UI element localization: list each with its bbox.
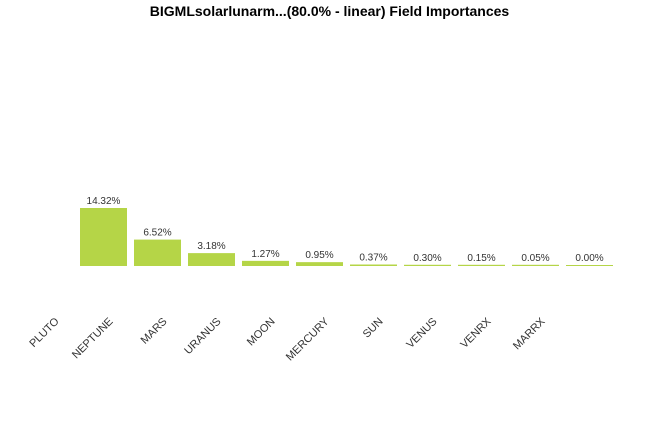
bar-marrx <box>566 265 613 266</box>
value-label-neptune: 6.52% <box>143 228 171 239</box>
category-labels-layer: PLUTO NEPTUNE MARS URANUS MOON MERCURY SUN VENU… <box>27 315 548 363</box>
bar-neptune <box>134 239 181 266</box>
bar-uranus <box>242 260 289 266</box>
bar-venrx <box>512 264 559 266</box>
bar-pluto <box>80 208 127 266</box>
bar-moon <box>296 262 343 266</box>
category-label-venus: VENUS <box>404 316 439 351</box>
value-label-pluto: 14.32% <box>87 196 121 207</box>
category-label-uranus: URANUS <box>182 316 223 357</box>
value-label-marrx: 0.00% <box>575 253 603 264</box>
bar-mercury <box>350 264 397 266</box>
value-labels-layer: 14.32% 6.52% 3.18% 1.27% 0.95% 0.37% 0.30% 0.15… <box>87 196 604 264</box>
chart-title: BIGMLsolarlunarm...(80.0% - linear) Fiel… <box>150 3 510 19</box>
category-label-mercury: MERCURY <box>284 315 332 363</box>
category-label-pluto: PLUTO <box>27 315 62 350</box>
category-label-sun: SUN <box>361 316 386 341</box>
value-label-mercury: 0.37% <box>359 253 387 264</box>
value-label-sun: 0.30% <box>413 253 441 264</box>
value-label-venus: 0.15% <box>467 253 495 264</box>
category-label-moon: MOON <box>245 316 278 349</box>
bars-layer <box>80 208 613 266</box>
category-label-marrx: MARRX <box>511 315 548 352</box>
bar-venus <box>458 264 505 266</box>
bar-sun <box>404 264 451 266</box>
category-label-neptune: NEPTUNE <box>70 316 116 362</box>
value-label-mars: 3.18% <box>197 241 225 252</box>
value-label-moon: 0.95% <box>305 250 333 261</box>
category-label-mars: MARS <box>139 316 170 347</box>
bar-mars <box>188 253 235 266</box>
value-label-venrx: 0.05% <box>521 253 549 264</box>
value-label-uranus: 1.27% <box>251 249 279 260</box>
category-label-venrx: VENRX <box>458 315 494 351</box>
